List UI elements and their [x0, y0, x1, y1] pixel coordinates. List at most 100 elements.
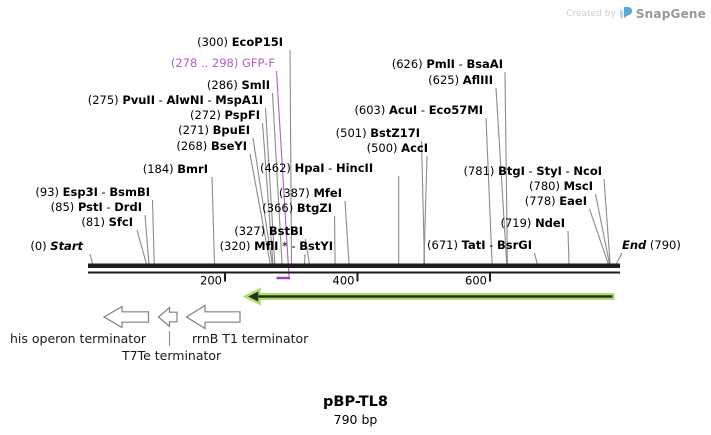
site-label-eaei[interactable]: (778) EaeI [525, 195, 587, 208]
site-label-btgi[interactable]: (781) BtgI - StyI - NcoI [464, 165, 603, 178]
label-text-segment: (603) [354, 103, 390, 117]
label-text-segment: MflI [254, 239, 279, 253]
terminator-label-t7te: T7Te terminator [122, 348, 222, 363]
site-label-acui[interactable]: (603) AcuI - Eco57MI [354, 104, 483, 117]
leader-line-btgzi [333, 215, 336, 264]
sequence-line[interactable] [88, 263, 620, 269]
leader-line-pvuii [264, 107, 276, 264]
label-text-segment: (93) [35, 185, 63, 199]
label-text-segment: (790) [646, 238, 681, 252]
leader-line-pspfi [261, 122, 274, 264]
leader-line-pmli [504, 71, 508, 264]
feature-arrow-head[interactable] [242, 287, 261, 306]
leader-line-acci [423, 155, 428, 264]
leader-line-end [616, 252, 623, 264]
terminator-arrow-1[interactable] [157, 306, 178, 328]
leader-line-ecop15i [289, 49, 293, 264]
label-text-segment: NdeI [535, 216, 565, 230]
label-text-segment: SfcI [108, 215, 133, 229]
label-text-segment: (501) [335, 126, 371, 140]
label-text-segment: BstYI [299, 239, 333, 253]
leader-line-bpuei [252, 137, 273, 264]
site-label-msci[interactable]: (780) MscI [529, 180, 593, 193]
label-text-segment: (320) [219, 239, 255, 253]
terminator-arrow-0[interactable] [102, 305, 150, 329]
ruler-number-400: 400 [333, 274, 355, 288]
terminator-arrow-2[interactable] [185, 304, 241, 330]
label-text-segment: - [97, 185, 110, 199]
leader-line-eaei [588, 208, 609, 264]
site-label-bseyi[interactable]: (268) BseYI [176, 140, 247, 153]
site-label-sfci[interactable]: (81) SfcI [81, 216, 133, 229]
label-text-segment: (268) [176, 139, 211, 153]
site-label-bmri[interactable]: (184) BmrI [143, 163, 208, 176]
leader-line-esp3i [151, 199, 155, 264]
site-label-mfli[interactable]: (320) MflI * - BstYI [220, 240, 333, 253]
label-text-segment: - [561, 164, 574, 178]
label-text-segment: EcoP15I [231, 35, 283, 49]
label-text-segment: (462) [260, 161, 295, 175]
site-label-start[interactable]: (0) Start [30, 240, 83, 253]
label-text-segment: BsrGI [497, 238, 532, 252]
label-text-segment: (0) [30, 239, 51, 253]
site-label-afliii[interactable]: (625) AflIII [428, 74, 493, 87]
leader-line-gfp-f [275, 70, 290, 277]
label-text-segment: - [324, 161, 336, 175]
site-label-acci[interactable]: (500) AccI [367, 142, 428, 155]
site-label-hpai[interactable]: (462) HpaI - HincII [260, 162, 373, 175]
site-label-mfei[interactable]: (387) MfeI [279, 187, 342, 200]
site-label-pvuii[interactable]: (275) PvuII - AlwNI - MspA1I [88, 94, 263, 107]
label-text-segment: Start [50, 239, 83, 253]
leader-line-bmri [211, 176, 216, 264]
watermark: Created by SnapGene [566, 6, 706, 21]
site-label-bstbi[interactable]: (327) BstBI [234, 225, 303, 238]
site-label-gfp-f[interactable]: (278 .. 298) GFP-F [171, 57, 275, 70]
label-text-segment: BseYI [210, 139, 247, 153]
label-text-segment: MspA1I [215, 93, 263, 107]
sequence-rail [88, 271, 620, 274]
site-label-btgzi[interactable]: (366) BtgZI [262, 202, 332, 215]
label-text-segment: BpuEI [212, 123, 250, 137]
label-text-segment: (271) [178, 123, 213, 137]
site-label-smli[interactable]: (286) SmlI [207, 79, 270, 92]
label-text-segment: BstZ17I [370, 126, 420, 140]
label-text-segment: (778) [524, 194, 560, 208]
label-text-segment: End [622, 238, 647, 252]
watermark-created-by: Created by [566, 8, 616, 19]
label-text-segment: (278 .. 298) [170, 56, 243, 70]
label-text-segment: DrdI [114, 200, 142, 214]
site-label-psti[interactable]: (85) PstI - DrdI [51, 201, 142, 214]
label-text-segment: BstBI [268, 224, 303, 238]
site-label-bpuei[interactable]: (271) BpuEI [178, 124, 250, 137]
label-text-segment: (671) [427, 238, 462, 252]
site-label-end[interactable]: End (790) [622, 239, 681, 252]
site-label-bstz17i[interactable]: (501) BstZ17I [336, 127, 420, 140]
label-text-segment: (300) [197, 35, 232, 49]
label-text-segment: (286) [206, 78, 242, 92]
site-label-tati[interactable]: (671) TatI - BsrGI [427, 239, 532, 252]
leader-line-start [89, 253, 94, 264]
label-text-segment: (272) [189, 108, 225, 122]
label-text-segment: GFP-F [242, 56, 275, 70]
label-text-segment: (500) [366, 141, 402, 155]
site-label-esp3i[interactable]: (93) Esp3I - BsmBI [35, 186, 150, 199]
site-label-pspfi[interactable]: (272) PspFI [190, 109, 260, 122]
site-label-ecop15i[interactable]: (300) EcoP15I [197, 36, 283, 49]
leader-line-afliii [495, 87, 508, 264]
label-text-segment: (781) [463, 164, 499, 178]
watermark-brand: SnapGene [635, 6, 706, 21]
label-text-segment: (275) [87, 93, 123, 107]
label-text-segment: SmlI [241, 78, 271, 92]
ruler-number-600: 600 [465, 274, 487, 288]
label-text-segment: PvuII [122, 93, 155, 107]
leader-line-psti [144, 214, 150, 264]
label-text-segment: (719) [500, 216, 536, 230]
site-label-ndei[interactable]: (719) NdeI [500, 217, 565, 230]
leader-line-mfei [344, 200, 350, 264]
plasmid-title: pBP-TL8 [323, 394, 388, 410]
site-label-pmli[interactable]: (626) PmlI - BsaAI [392, 58, 503, 71]
terminator-label-his-operon: his operon terminator [10, 331, 146, 346]
leader-line-btgi [603, 178, 611, 264]
label-text-segment: BtgI [498, 164, 525, 178]
